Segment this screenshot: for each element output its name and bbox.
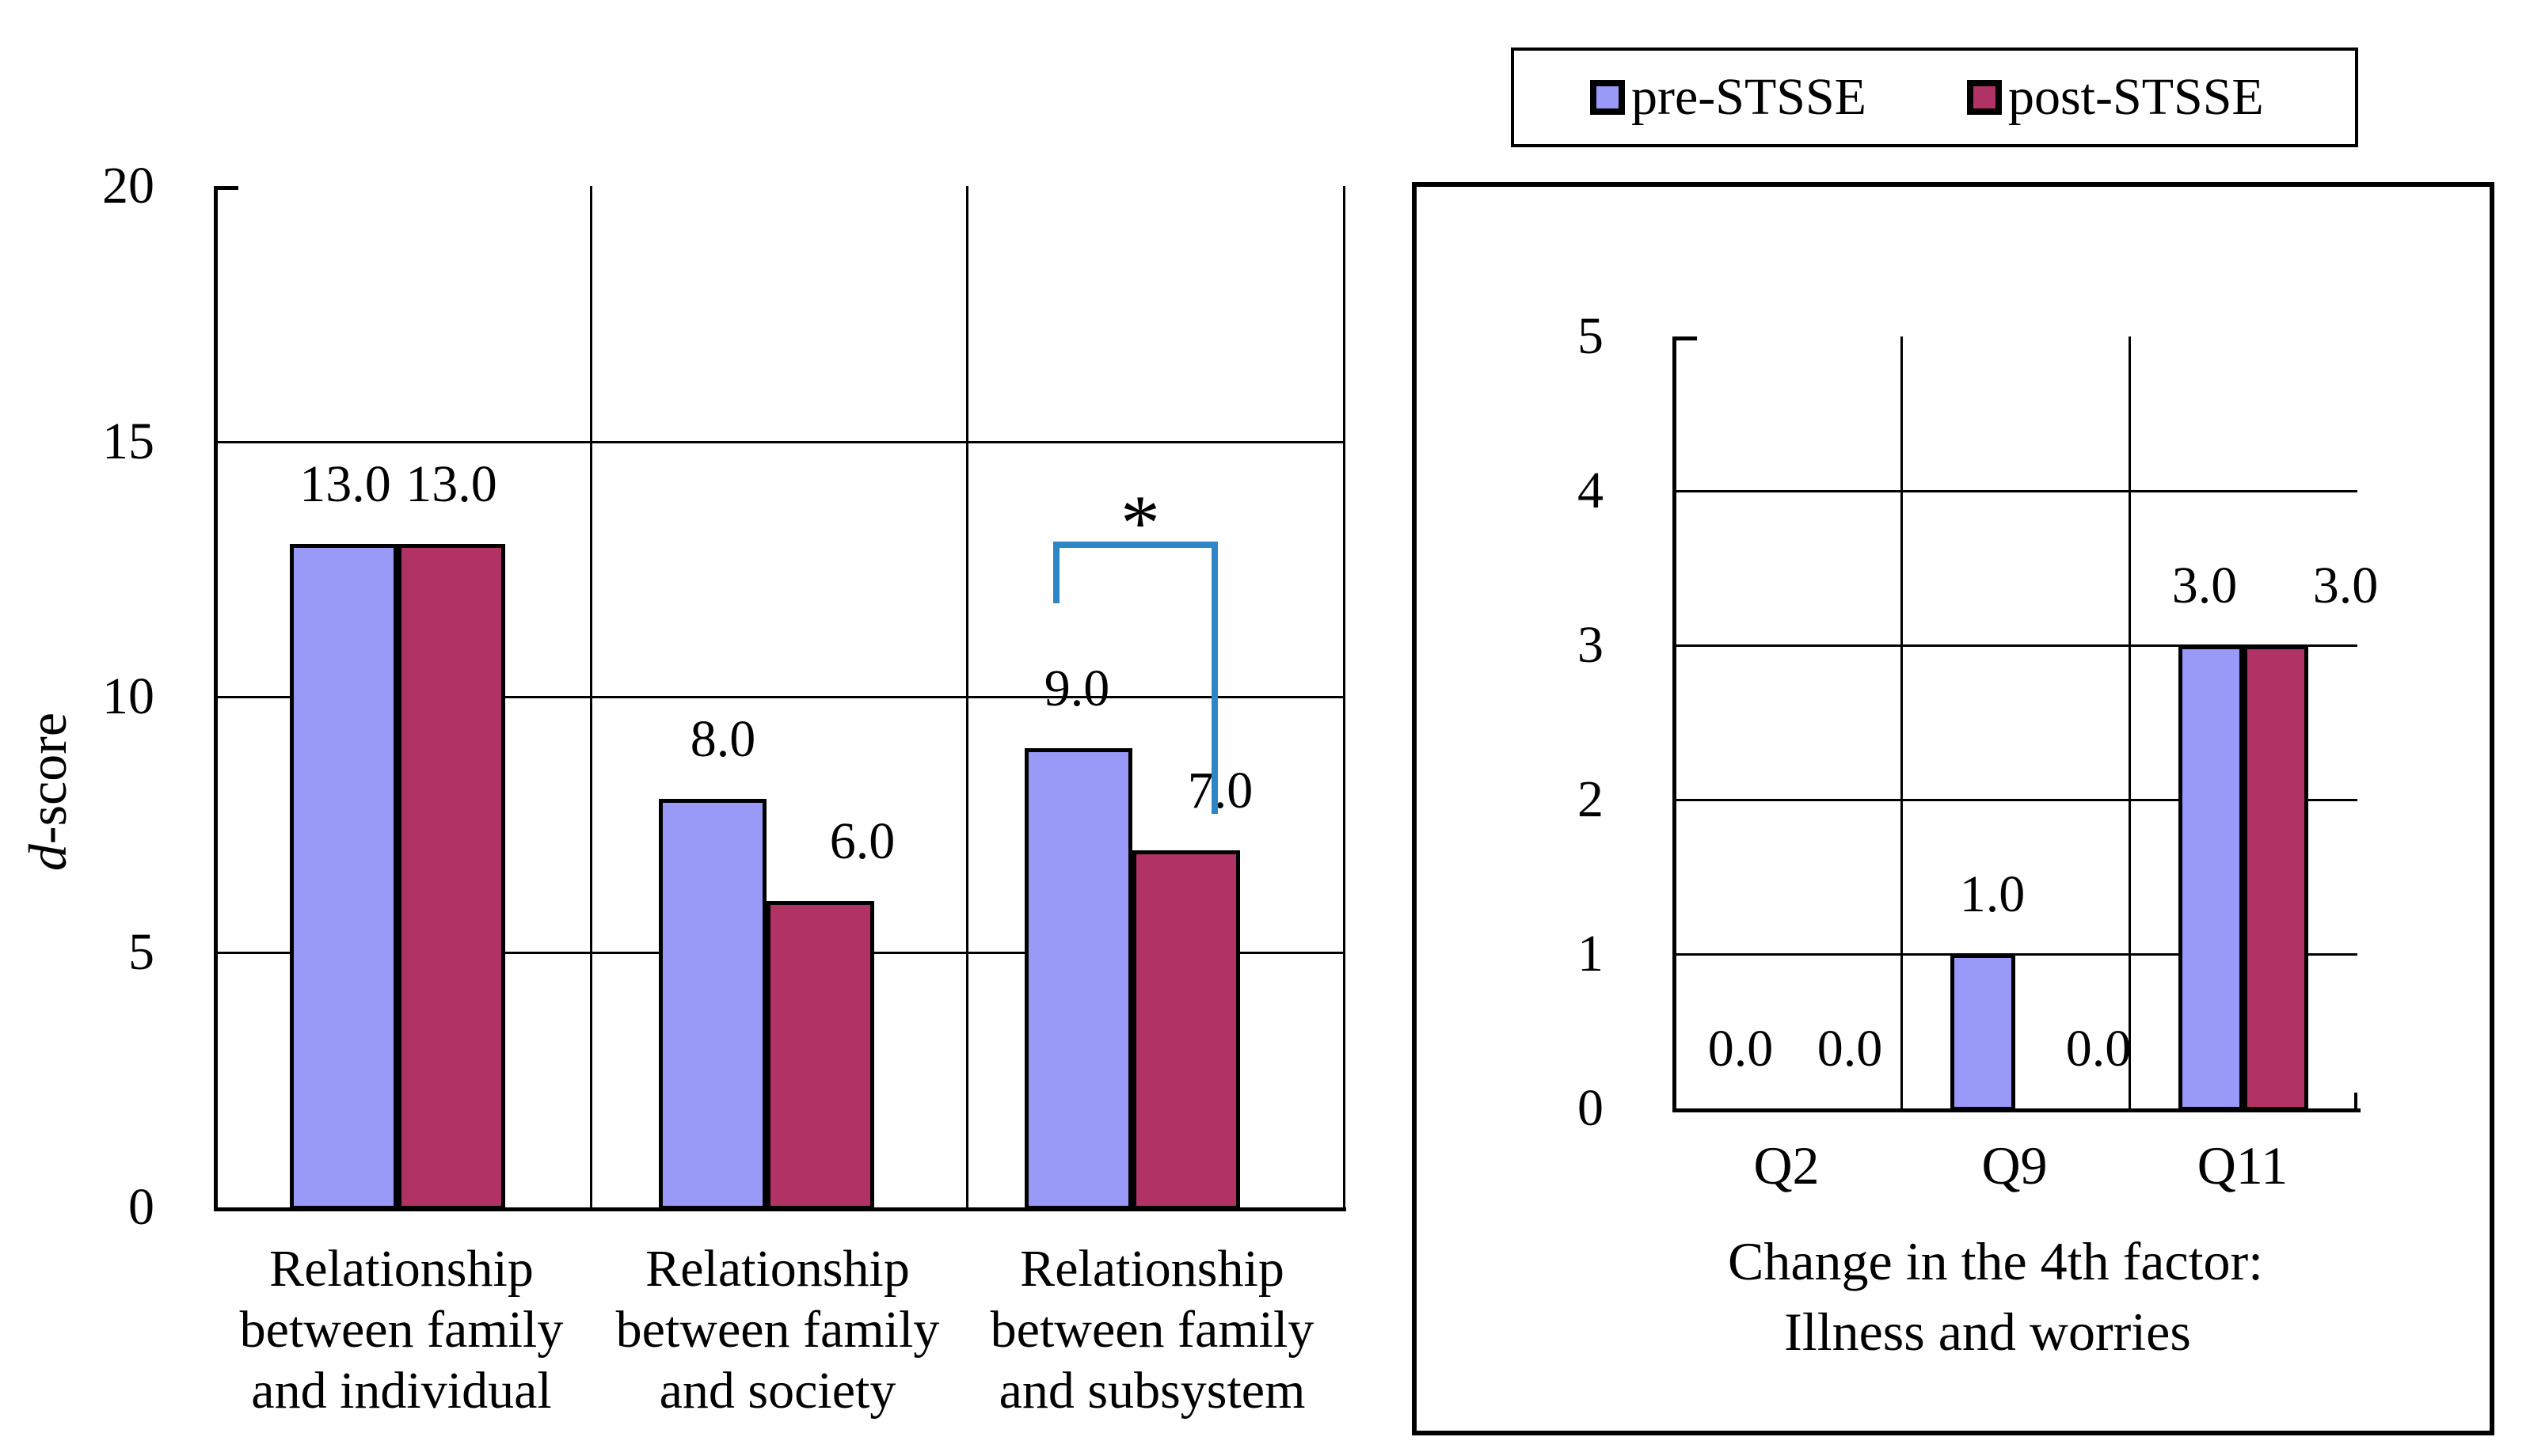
left-ytick-label-0: 0 xyxy=(128,1178,154,1236)
right-ytick-label-4: 4 xyxy=(1577,462,1604,519)
left-bar-post-2 xyxy=(1132,850,1240,1210)
left-category-label-0-line2: and individual xyxy=(251,1362,552,1420)
significance-asterisk: * xyxy=(1120,478,1160,567)
left-bar-pre-1 xyxy=(659,799,767,1210)
right-gridline-x1 xyxy=(2129,336,2131,1108)
left-bar-pre-0 xyxy=(290,543,398,1210)
left-value-label-post-0: 13.0 xyxy=(405,454,497,513)
left-category-label-2-line0: Relationship xyxy=(1020,1240,1284,1298)
left-category-label-0-line0: Relationship xyxy=(269,1240,534,1298)
left-y-axis-title: d-score xyxy=(17,713,78,871)
right-value-label-post-2: 3.0 xyxy=(2312,557,2379,614)
significance-bracket-right-leg xyxy=(1212,542,1218,814)
left-category-label-2-line1: between family xyxy=(990,1301,1314,1359)
right-axis-end-tick xyxy=(2354,1093,2357,1108)
legend-item-pre: pre-STSSE xyxy=(1590,51,1866,144)
left-gridline-y10 xyxy=(214,696,1343,698)
left-bar-post-0 xyxy=(398,543,505,1210)
right-top-tick xyxy=(1676,336,1697,340)
right-value-label-pre-0: 0.0 xyxy=(1707,1020,1774,1078)
right-x-axis xyxy=(1672,1108,2361,1112)
left-gridline-y15 xyxy=(214,440,1343,443)
significance-bracket-left-leg xyxy=(1053,542,1060,603)
right-y-axis xyxy=(1672,336,1676,1112)
left-value-label-post-1: 6.0 xyxy=(829,812,896,870)
left-value-label-pre-2: 9.0 xyxy=(1044,659,1110,717)
right-chart-title-line1: Change in the 4th factor: xyxy=(1727,1231,2264,1291)
left-value-label-post-2: 7.0 xyxy=(1187,761,1254,819)
right-gridline-y3 xyxy=(1672,644,2357,647)
right-bar-pre-2 xyxy=(2178,645,2243,1111)
right-panel-box xyxy=(1412,182,2494,1435)
left-ytick-label-5: 5 xyxy=(128,922,154,981)
significance-bracket-horizontal xyxy=(1053,542,1218,548)
right-bar-post-2 xyxy=(2243,645,2308,1111)
left-ytick-label-20: 20 xyxy=(102,157,154,215)
right-ytick-label-5: 5 xyxy=(1577,307,1604,365)
right-chart-title-line2: Illness and worries xyxy=(1784,1302,2191,1362)
left-ytick-label-10: 10 xyxy=(102,667,154,725)
right-ytick-label-0: 0 xyxy=(1577,1079,1604,1137)
left-y-axis xyxy=(214,186,218,1211)
legend-label-pre: pre-STSSE xyxy=(1631,68,1866,126)
legend: pre-STSSE post-STSSE xyxy=(1511,48,2358,147)
left-category-label-1-line1: between family xyxy=(615,1301,940,1359)
left-bar-post-1 xyxy=(767,901,874,1210)
left-category-label-1-line2: and society xyxy=(659,1362,896,1420)
right-gridline-x0 xyxy=(1900,336,1903,1108)
left-gridline-x0 xyxy=(590,186,592,1207)
left-value-label-pre-0: 13.0 xyxy=(299,454,391,513)
left-bar-pre-2 xyxy=(1025,747,1132,1210)
post-stsse-swatch-icon xyxy=(1967,80,2002,115)
right-category-label-1-line0: Q9 xyxy=(1981,1135,2048,1196)
right-bar-pre-1 xyxy=(1950,954,2015,1111)
right-value-label-pre-2: 3.0 xyxy=(2171,557,2238,614)
left-category-label-1-line0: Relationship xyxy=(645,1240,910,1298)
right-ytick-label-2: 2 xyxy=(1577,770,1604,828)
left-category-label-2-line2: and subsystem xyxy=(999,1362,1306,1420)
right-ytick-label-3: 3 xyxy=(1577,616,1604,674)
right-gridline-y4 xyxy=(1672,490,2357,492)
pre-stsse-swatch-icon xyxy=(1590,80,1625,115)
right-ytick-label-1: 1 xyxy=(1577,925,1604,983)
y-axis-title-italic-part: d xyxy=(17,844,78,872)
legend-item-post: post-STSSE xyxy=(1967,51,2264,144)
right-value-label-pre-1: 1.0 xyxy=(1959,865,2026,923)
legend-label-post: post-STSSE xyxy=(2008,68,2264,126)
left-top-tick xyxy=(218,186,238,190)
left-ytick-label-15: 15 xyxy=(102,412,154,470)
right-value-label-post-1: 0.0 xyxy=(2065,1020,2132,1078)
left-category-label-0-line1: between family xyxy=(239,1301,564,1359)
left-value-label-pre-1: 8.0 xyxy=(690,710,756,768)
right-value-label-post-0: 0.0 xyxy=(1817,1020,1883,1078)
right-gridline-y2 xyxy=(1672,799,2357,801)
right-category-label-0-line0: Q2 xyxy=(1753,1135,1820,1196)
left-gridline-x1 xyxy=(966,186,968,1207)
right-category-label-2-line0: Q11 xyxy=(2197,1135,2288,1196)
left-plot-right-border xyxy=(1343,186,1345,1211)
y-axis-title-rest-part: -score xyxy=(17,712,78,845)
